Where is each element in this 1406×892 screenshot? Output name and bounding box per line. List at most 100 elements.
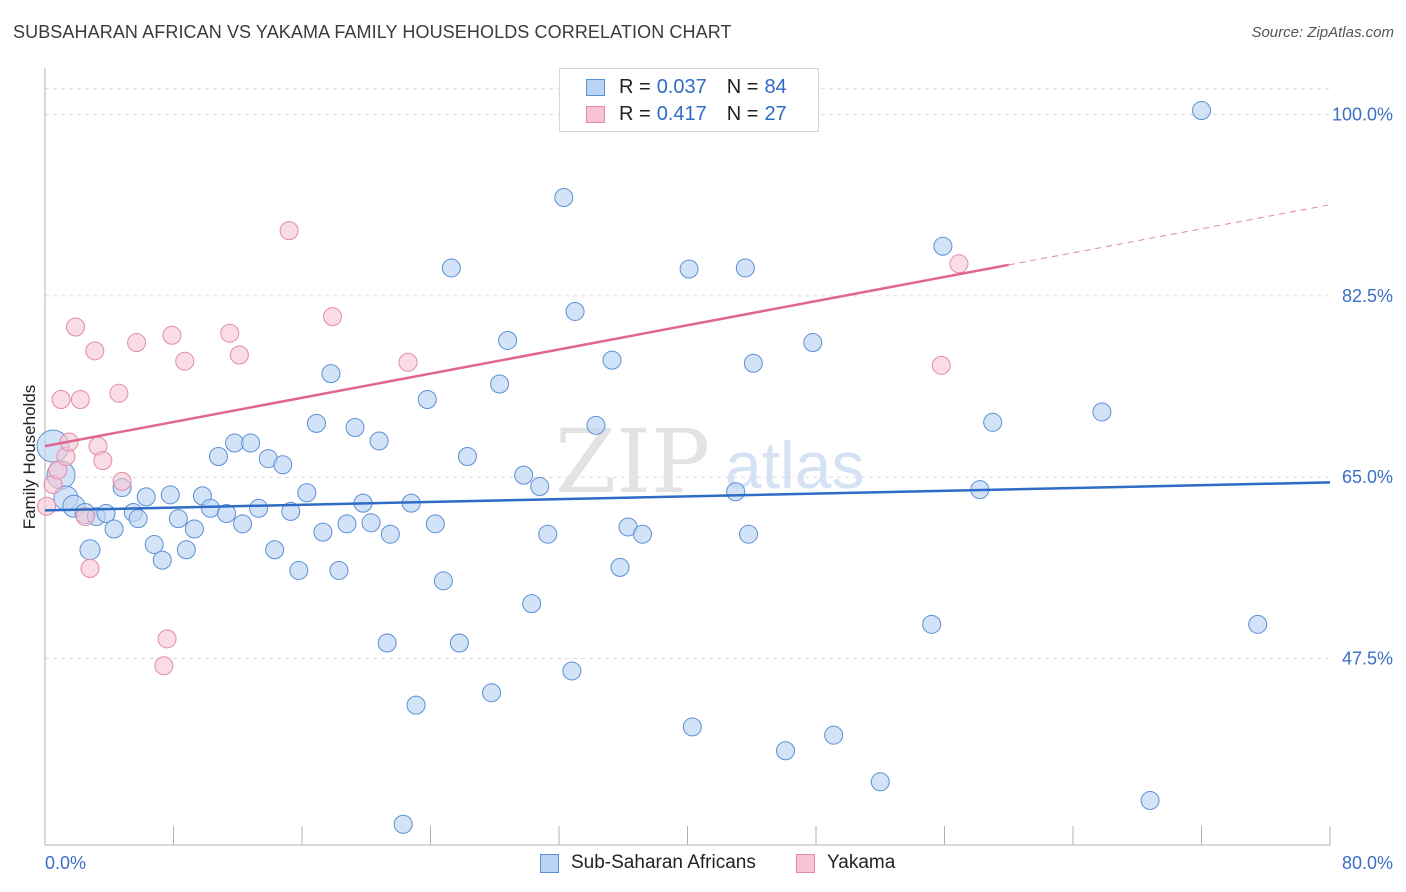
yakama-point [37, 496, 57, 516]
sub-saharan-point [249, 498, 269, 518]
y-axis-label: Family Households [20, 385, 39, 530]
sub-saharan-point [1192, 100, 1211, 120]
series-label-blue: Sub-Saharan Africans [571, 852, 756, 873]
sub-saharan-point [983, 412, 1003, 432]
yakama-point [398, 352, 418, 372]
series-swatch-pink [796, 853, 815, 873]
sub-saharan-trend-line [44, 481, 1331, 512]
yakama-point [70, 390, 90, 410]
sub-saharan-point [361, 513, 381, 533]
sub-saharan-point [168, 509, 188, 529]
sub-saharan-point [345, 417, 365, 437]
sub-saharan-point [554, 188, 574, 207]
x-tick-label-min: 0.0% [45, 853, 86, 873]
sub-saharan-point [329, 560, 349, 580]
series-legend-item-blue: Sub-Saharan Africans [540, 852, 756, 874]
yakama-point [112, 471, 132, 491]
yakama-point [93, 451, 113, 471]
yakama-point [80, 558, 100, 578]
yakama-point [154, 656, 174, 676]
trend-lines [44, 204, 1331, 512]
sub-saharan-point [482, 683, 502, 703]
legend-n-label: N = [726, 102, 759, 125]
sub-saharan-point [490, 374, 510, 394]
sub-saharan-point [870, 772, 890, 792]
sub-saharan-point [922, 614, 942, 634]
sub-saharan-point [565, 301, 585, 321]
x-tick-label-max: 80.0% [1342, 853, 1393, 873]
series-legend-item-pink: Yakama [796, 852, 895, 874]
sub-saharan-point [208, 447, 228, 466]
legend-r-value-blue: 0.037 [656, 75, 707, 98]
series-swatch-blue [540, 853, 559, 873]
sub-saharan-point [775, 741, 795, 761]
sub-saharan-point [233, 514, 253, 534]
sub-saharan-point [321, 364, 341, 384]
sub-saharan-point [739, 524, 759, 544]
sub-saharan-point [441, 258, 461, 278]
sub-saharan-point [1140, 790, 1160, 810]
y-tick-label: 47.5% [1342, 649, 1393, 669]
legend-swatch-pink [586, 105, 605, 123]
sub-saharan-point [225, 433, 245, 453]
y-tick-label: 65.0% [1342, 467, 1393, 487]
sub-saharan-point [586, 415, 606, 435]
yakama-point [279, 221, 299, 241]
sub-saharan-point [538, 524, 558, 544]
sub-saharan-point [457, 447, 477, 466]
legend-row-blue: R = 0.037 N = 84 [586, 76, 787, 98]
yakama-point [175, 351, 195, 371]
sub-saharan-point [803, 333, 823, 353]
yakama-point [931, 355, 951, 375]
sub-saharan-point [380, 524, 400, 544]
yakama-point [109, 383, 129, 403]
sub-saharan-point [406, 695, 426, 715]
legend-n-label: N = [726, 75, 759, 98]
sub-saharan-point [824, 725, 844, 745]
sub-saharan-point [79, 539, 101, 561]
x-ticks [44, 826, 1331, 845]
series-label-pink: Yakama [827, 852, 896, 873]
sub-saharan-point [562, 661, 582, 681]
sub-saharan-point [313, 522, 333, 542]
sub-saharan-point [522, 594, 542, 614]
legend-swatch-blue [586, 78, 605, 96]
y-tick-labels: 47.5% 65.0% 82.5% 100.0% [1332, 105, 1393, 669]
yakama-point [85, 341, 105, 361]
sub-saharan-point [514, 465, 534, 485]
sub-saharan-point [417, 390, 437, 410]
sub-saharan-point [128, 509, 148, 529]
yakama-point [51, 390, 71, 410]
sub-saharan-point [104, 519, 124, 539]
yakama-point [949, 254, 969, 274]
sub-saharan-point [433, 571, 453, 591]
sub-saharan-point [200, 498, 220, 518]
y-tick-label: 82.5% [1342, 286, 1393, 306]
yakama-trend-line [44, 263, 1009, 448]
yakama-point [66, 317, 86, 337]
series-legend: Sub-Saharan Africans Yakama [0, 852, 1406, 876]
sub-saharan-point [217, 503, 237, 523]
sub-saharan-point [265, 540, 285, 560]
correlation-legend: R = 0.037 N = 84 R = 0.417 N = 27 [559, 68, 819, 132]
sub-saharan-point [377, 633, 397, 653]
sub-saharan-point [933, 236, 953, 256]
y-tick-label: 100.0% [1332, 105, 1393, 125]
legend-n-value-blue: 84 [764, 75, 787, 98]
sub-saharan-point [530, 477, 550, 497]
sub-saharan-point [160, 485, 180, 505]
sub-saharan-point [144, 535, 164, 555]
yakama-point [162, 325, 182, 345]
sub-saharan-point [289, 560, 309, 580]
legend-r-value-pink: 0.417 [656, 102, 707, 125]
sub-saharan-point [176, 540, 196, 560]
sub-saharan-point [425, 514, 445, 534]
sub-saharan-point [297, 483, 317, 503]
sub-saharan-point [273, 455, 293, 475]
sub-saharan-point [610, 557, 630, 577]
sub-saharan-point [449, 633, 469, 653]
sub-saharan-point [152, 550, 172, 570]
sub-saharan-point [1092, 402, 1112, 422]
sub-saharan-point [337, 514, 357, 534]
